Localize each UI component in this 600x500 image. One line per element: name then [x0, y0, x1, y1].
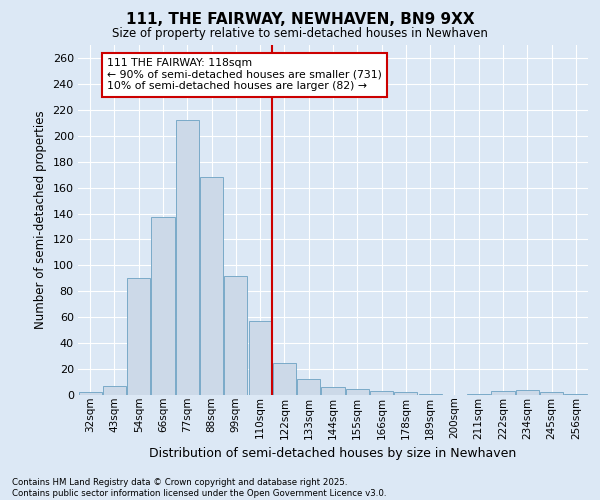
Bar	[346, 388, 369, 395]
Bar	[516, 390, 539, 395]
Bar	[565, 394, 587, 395]
Bar	[394, 392, 418, 395]
Bar	[491, 391, 515, 395]
Bar	[540, 392, 563, 395]
Bar	[273, 362, 296, 395]
Text: Size of property relative to semi-detached houses in Newhaven: Size of property relative to semi-detach…	[112, 28, 488, 40]
Bar	[370, 391, 393, 395]
Text: 111 THE FAIRWAY: 118sqm
← 90% of semi-detached houses are smaller (731)
10% of s: 111 THE FAIRWAY: 118sqm ← 90% of semi-de…	[107, 58, 382, 91]
Y-axis label: Number of semi-detached properties: Number of semi-detached properties	[34, 110, 47, 330]
Bar	[322, 387, 344, 395]
Bar	[176, 120, 199, 395]
Bar	[224, 276, 247, 395]
Bar	[79, 392, 101, 395]
Bar	[297, 380, 320, 395]
Bar	[151, 218, 175, 395]
Text: Contains HM Land Registry data © Crown copyright and database right 2025.
Contai: Contains HM Land Registry data © Crown c…	[12, 478, 386, 498]
Bar	[127, 278, 150, 395]
X-axis label: Distribution of semi-detached houses by size in Newhaven: Distribution of semi-detached houses by …	[149, 447, 517, 460]
Bar	[248, 321, 272, 395]
Bar	[419, 394, 442, 395]
Bar	[103, 386, 126, 395]
Text: 111, THE FAIRWAY, NEWHAVEN, BN9 9XX: 111, THE FAIRWAY, NEWHAVEN, BN9 9XX	[125, 12, 475, 28]
Bar	[467, 394, 490, 395]
Bar	[200, 177, 223, 395]
